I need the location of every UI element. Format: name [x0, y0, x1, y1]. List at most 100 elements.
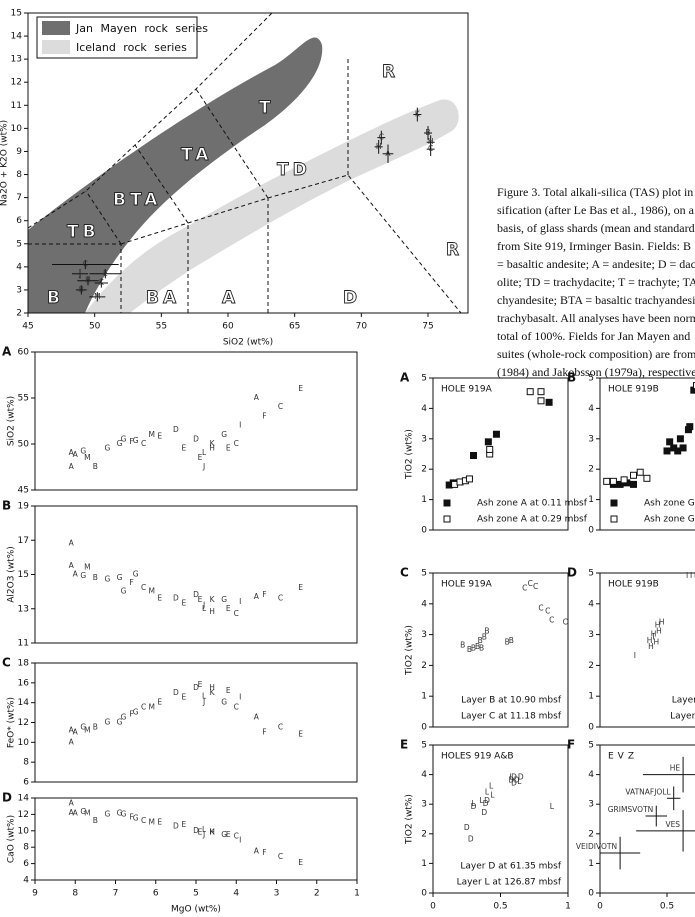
point-label: D	[193, 683, 199, 692]
field-boundaries	[27, 12, 462, 314]
y-tick-label: 55	[18, 394, 29, 404]
x-tick-label: 6	[153, 889, 159, 899]
point-label: H	[209, 827, 215, 836]
x-tick-label: 7	[113, 889, 119, 899]
point-square	[630, 480, 637, 488]
point-label: L	[202, 825, 207, 834]
y-tick-label: 1	[588, 495, 594, 505]
y-tick-label: 2	[588, 465, 594, 475]
panel-letter: F	[567, 738, 575, 752]
boundary	[27, 12, 273, 229]
point-label: F	[262, 727, 266, 736]
point-square	[630, 471, 637, 479]
y-tick-label: 4	[16, 262, 22, 272]
y-tick-label: 5	[421, 569, 427, 579]
y-tick-label: 4	[421, 770, 427, 780]
y-tick-label: 12	[18, 718, 29, 728]
point-symbol: B	[509, 636, 514, 645]
y-tick-label: 7	[16, 193, 22, 203]
point-label: B	[93, 816, 98, 825]
x-axis-label: SiO2 (wt%)	[223, 338, 273, 348]
point-label: J	[202, 600, 205, 609]
x-tick-label: 75	[422, 322, 433, 332]
point-symbol: C	[549, 616, 554, 625]
point-label: J	[202, 462, 205, 471]
point-label: M	[84, 725, 90, 734]
point-label: C	[234, 703, 239, 712]
y-tick-label: 1	[421, 692, 427, 702]
y-tick-label: 4	[23, 876, 29, 886]
field-label: R	[446, 240, 463, 260]
y-tick-label: 10	[11, 124, 23, 134]
legend-label: Ash zone G at	[644, 515, 695, 525]
field-label: TA	[181, 145, 212, 165]
y-tick-label: 4	[588, 770, 594, 780]
legend-label: Layer C at 11.18 mbsf	[461, 712, 562, 722]
panel-title: HOLE 919A	[441, 385, 493, 395]
y-axis-label: TiO2 (wt%)	[405, 625, 415, 676]
legend-label: Layer B at 10.90 mbsf	[461, 696, 562, 706]
point-label: G	[121, 809, 127, 818]
point-label: A	[73, 450, 79, 459]
point-symbol: H	[648, 642, 654, 651]
x-tick-label: 5	[193, 889, 199, 899]
point-label: G	[133, 436, 139, 445]
point-square	[692, 382, 695, 390]
point-label: G	[221, 595, 227, 604]
point-symbol: D	[511, 778, 517, 787]
point-label: A	[73, 727, 79, 736]
point-label: E	[182, 444, 187, 453]
point-symbol: L	[489, 781, 494, 790]
point-label: E	[157, 698, 162, 707]
y-tick-label: 4	[421, 404, 427, 414]
point-label: E	[226, 444, 231, 453]
point-square	[484, 438, 492, 446]
y-tick-label: 5	[421, 741, 427, 751]
point-label: C	[234, 439, 239, 448]
x-tick-label: 65	[289, 322, 300, 332]
legend-marker	[443, 515, 451, 523]
point-symbol: B	[460, 640, 465, 649]
y-tick-label: 15	[18, 570, 29, 580]
x-tick-label: 4	[233, 889, 239, 899]
point-symbol: L	[490, 790, 495, 799]
panel-title: HOLE 919A	[441, 580, 493, 590]
point-label: E	[157, 818, 162, 827]
y-tick-label: 3	[16, 285, 22, 295]
panel-title: EVZ	[608, 752, 638, 762]
y-tick-label: 2	[588, 829, 594, 839]
point-label: A	[69, 737, 75, 746]
point-label: C	[141, 703, 146, 712]
x-tick-label: 1	[354, 889, 360, 899]
point-label: G	[221, 698, 227, 707]
panel-letter: E	[400, 738, 408, 752]
point-square	[537, 388, 545, 396]
x-tick-label: 3	[274, 889, 280, 899]
point-symbol: D	[481, 808, 487, 817]
panel-title: HOLE 919B	[608, 385, 659, 395]
caption-line: from Site 919, Irminger Basin. Fields: B	[497, 239, 691, 253]
point-symbol: B	[467, 645, 472, 654]
legend-label: Ash zone A at 0.29 mbsf	[477, 515, 588, 525]
point-symbol: L	[480, 796, 485, 805]
point-label: K	[210, 595, 216, 604]
point-label: E	[298, 583, 303, 592]
y-tick-label: 16	[18, 678, 30, 688]
y-axis-label: Na2O + K2O (wt%)	[0, 120, 10, 206]
point-square	[537, 397, 545, 405]
point-symbol: H	[659, 617, 665, 626]
point-symbol: D	[514, 776, 520, 785]
y-tick-label: 2	[588, 661, 594, 671]
point-label: A	[254, 592, 260, 601]
panel-letter: D	[567, 566, 577, 580]
point-square	[676, 435, 684, 443]
point-square	[603, 477, 611, 485]
point-label: E	[226, 830, 231, 839]
point-symbol: D	[508, 776, 514, 785]
point-label: GRIMSVOTN	[608, 805, 654, 814]
y-axis-label: SiO2 (wt%)	[7, 396, 17, 446]
point-label: H	[209, 683, 215, 692]
caption-line: chyandesite; BTA = basaltic trachyandesi	[497, 293, 695, 307]
